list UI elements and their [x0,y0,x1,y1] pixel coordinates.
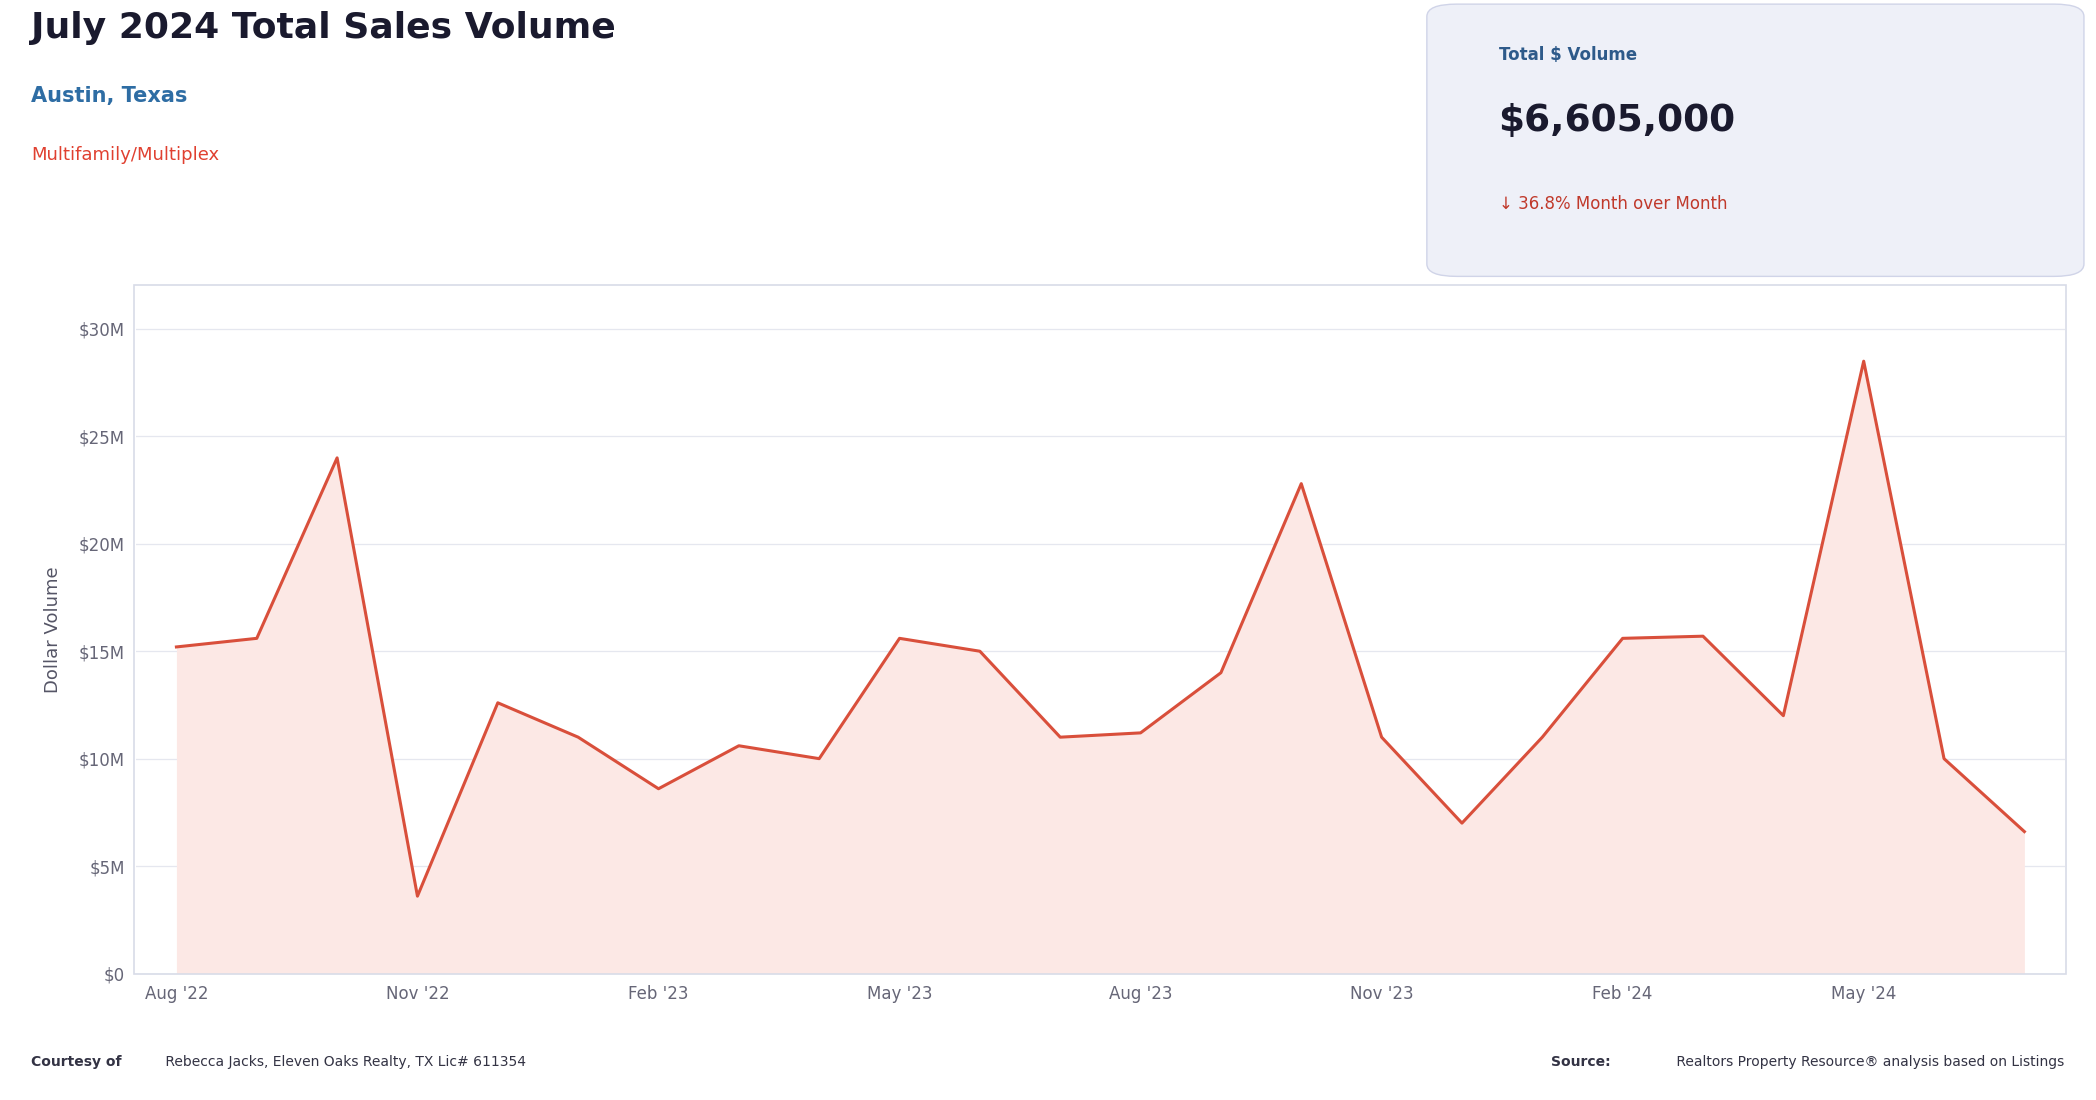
Text: Courtesy of: Courtesy of [31,1055,122,1069]
Text: ↓ 36.8% Month over Month: ↓ 36.8% Month over Month [1499,195,1727,212]
Text: Total $ Volume: Total $ Volume [1499,46,1637,64]
Text: July 2024 Total Sales Volume: July 2024 Total Sales Volume [31,11,616,45]
Y-axis label: Dollar Volume: Dollar Volume [44,566,63,693]
Text: Rebecca Jacks, Eleven Oaks Realty, TX Lic# 611354: Rebecca Jacks, Eleven Oaks Realty, TX Li… [161,1055,526,1069]
Text: $6,605,000: $6,605,000 [1499,103,1735,139]
Text: Source:: Source: [1551,1055,1610,1069]
Text: Realtors Property Resource® analysis based on Listings: Realtors Property Resource® analysis bas… [1673,1055,2065,1069]
Text: Multifamily/Multiplex: Multifamily/Multiplex [31,145,220,164]
FancyBboxPatch shape [1427,4,2083,276]
Text: Austin, Texas: Austin, Texas [31,86,189,106]
